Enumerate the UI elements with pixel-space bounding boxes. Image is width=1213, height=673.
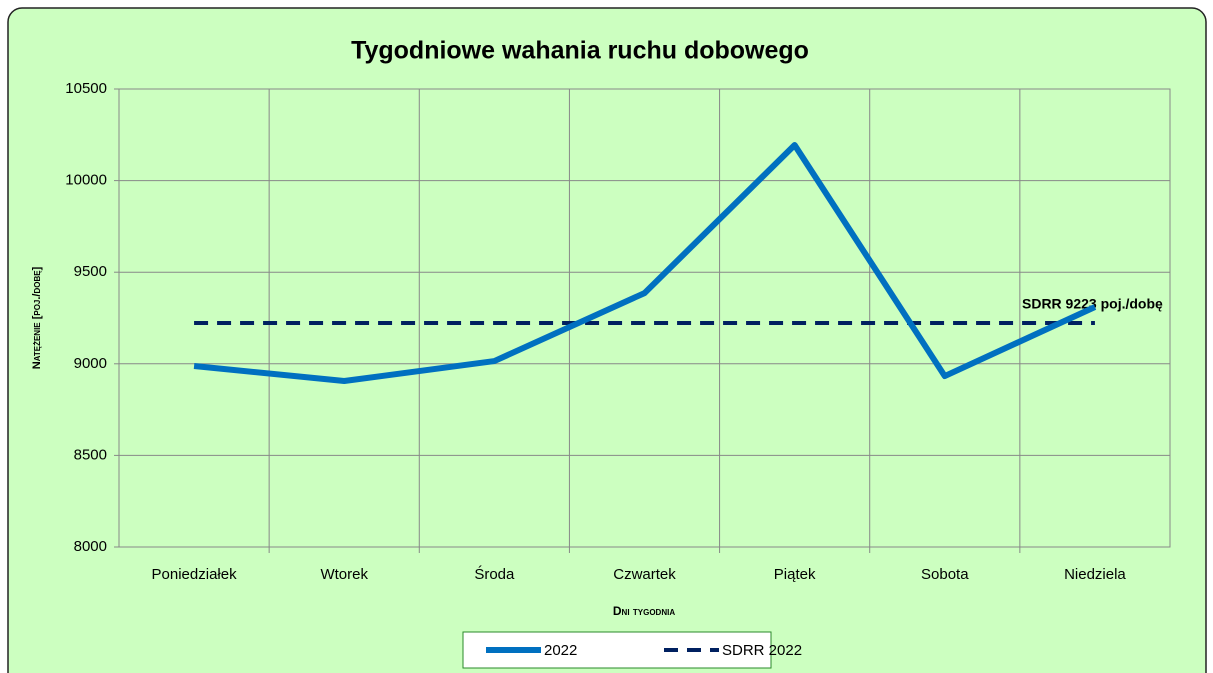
y-tick-label: 8500 [74,446,107,463]
x-tick-label: Piątek [774,566,816,583]
x-tick-label: Wtorek [320,566,368,583]
chart-background [7,7,1207,673]
annotation: SDRR 9223 poj./dobę [1022,296,1163,312]
x-tick-label: Sobota [921,566,969,583]
y-tick-label: 8000 [74,538,107,555]
y-tick-label: 10000 [65,172,107,189]
y-axis-label: Natężenie [poj./dobę] [31,266,43,369]
x-tick-label: Czwartek [613,566,676,583]
y-tick-label: 10500 [65,80,107,97]
y-tick-label: 9000 [74,355,107,372]
x-tick-label: Niedziela [1064,566,1126,583]
line-series [193,142,1097,385]
x-tick-label: Poniedziałek [152,566,238,583]
x-axis-label: Dni tygodnia [613,604,675,618]
y-tick-label: 9500 [74,263,107,280]
chart-title: Tygodniowe wahania ruchu dobowego [351,37,809,65]
legend-label: SDRR 2022 [722,642,802,659]
x-tick-label: Środa [474,565,515,583]
legend-label: 2022 [544,642,577,659]
